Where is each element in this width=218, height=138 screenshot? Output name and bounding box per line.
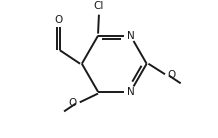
Text: Cl: Cl [94, 1, 104, 11]
Text: O: O [69, 98, 77, 108]
Text: N: N [127, 31, 134, 41]
Text: O: O [168, 70, 176, 80]
Text: N: N [127, 87, 134, 97]
Text: O: O [54, 15, 62, 25]
